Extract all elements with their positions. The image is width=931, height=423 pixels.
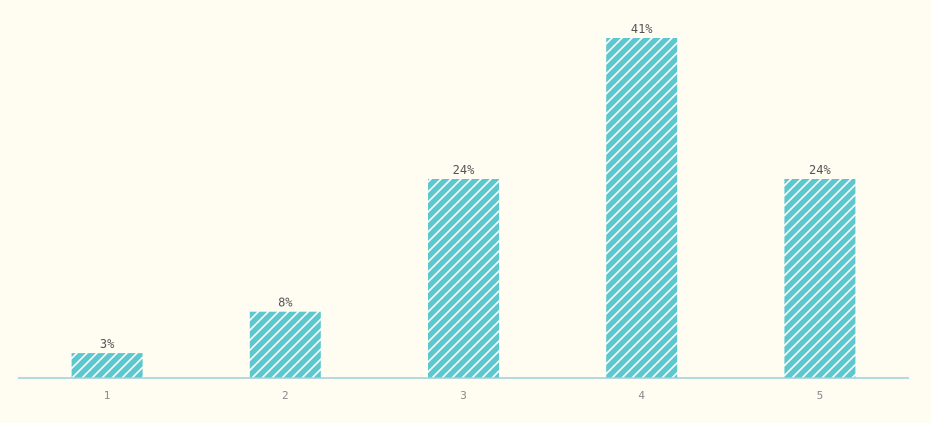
value-label-3: 24% <box>453 163 475 177</box>
value-label-5: 24% <box>809 163 831 177</box>
bar-2 <box>249 311 321 378</box>
bar-4 <box>606 38 678 378</box>
x-tick-label-5: 5 <box>817 389 824 402</box>
value-label-1: 3% <box>100 337 115 351</box>
x-tick-label-1: 1 <box>104 389 111 402</box>
value-labels-group: 3% 8% 24% 41% 24% <box>100 22 832 351</box>
x-tick-label-2: 2 <box>282 389 289 402</box>
value-label-4: 41% <box>631 22 653 36</box>
x-tick-labels-group: 1 2 3 4 5 <box>104 389 823 402</box>
value-label-2: 8% <box>278 296 293 310</box>
bar-3 <box>428 179 499 378</box>
x-tick-label-4: 4 <box>638 389 645 402</box>
x-tick-label-3: 3 <box>460 389 467 402</box>
bar-5 <box>784 179 856 378</box>
bar-1 <box>71 353 143 378</box>
bars-group <box>71 38 856 378</box>
